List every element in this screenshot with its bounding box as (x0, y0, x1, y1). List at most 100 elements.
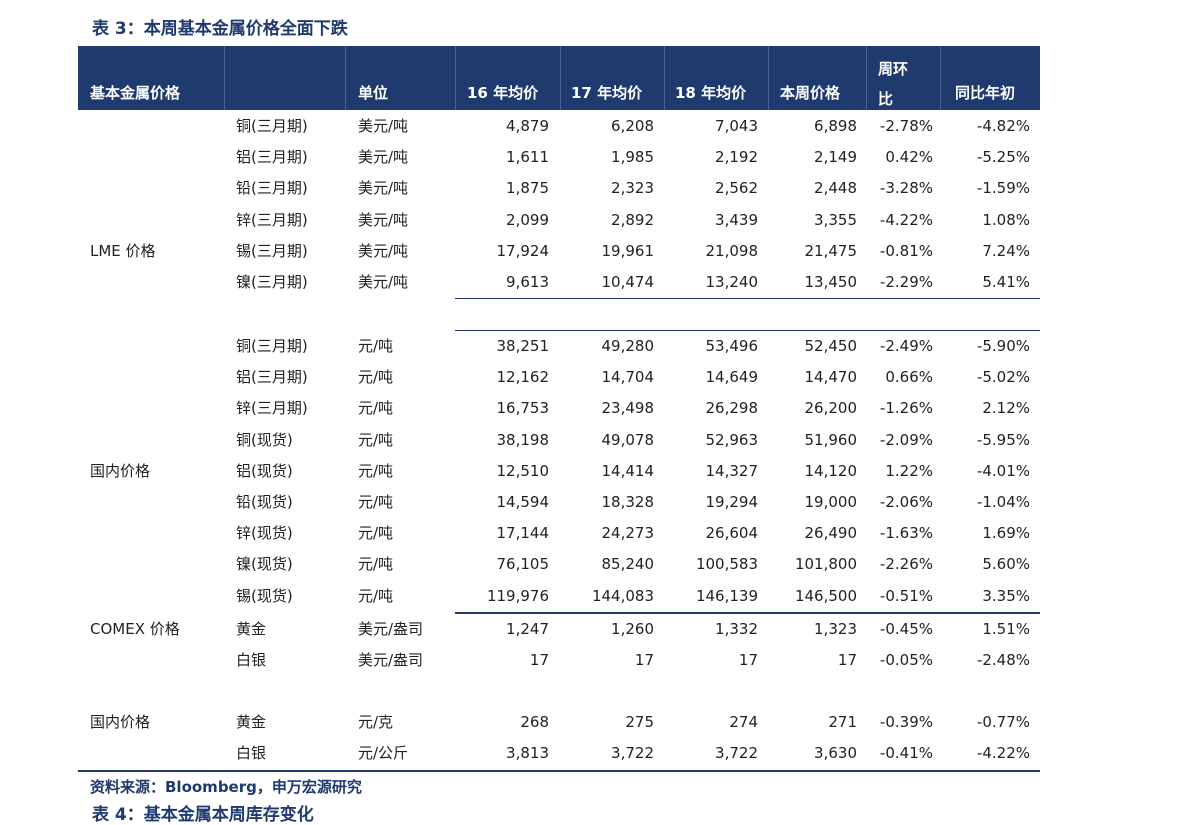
group-label: LME 价格 (90, 241, 156, 260)
metal-cell: 锌(现货) (236, 524, 293, 543)
value-cell: 1.51% (982, 620, 1030, 638)
metal-cell: 铝(现货) (236, 461, 293, 480)
table-title: 表 3：本周基本金属价格全面下跌 (92, 19, 348, 39)
metal-cell: 铅(三月期) (236, 179, 308, 198)
value-cell: -0.41% (879, 744, 933, 763)
value-cell: -5.25% (976, 148, 1030, 167)
value-cell: 146,139 (695, 586, 758, 605)
value-cell: 17 (738, 651, 758, 670)
unit-cell: 美元/吨 (358, 273, 409, 291)
unit-cell: 元/吨 (358, 493, 394, 511)
value-cell: 274 (729, 713, 758, 731)
unit-cell: 元/吨 (358, 337, 394, 355)
metal-cell: 锡(现货) (236, 586, 293, 605)
value-cell: 19,961 (601, 241, 655, 260)
value-cell: -0.45% (879, 620, 933, 638)
unit-cell: 美元/吨 (358, 210, 409, 229)
value-cell: 2,323 (611, 179, 654, 198)
value-cell: 2,448 (814, 179, 857, 198)
value-cell: 17 (634, 651, 654, 670)
value-cell: 14,594 (496, 493, 550, 511)
unit-cell: 元/吨 (358, 524, 394, 543)
unit-cell: 美元/吨 (358, 179, 409, 198)
value-cell: -0.39% (879, 713, 933, 731)
value-cell: 1,875 (506, 179, 549, 198)
metal-cell: 锌(三月期) (236, 399, 308, 418)
value-cell: 6,208 (611, 117, 654, 135)
value-cell: 2,562 (715, 179, 758, 198)
value-cell: -3.28% (879, 179, 933, 198)
unit-cell: 美元/盎司 (358, 651, 424, 670)
value-cell: 14,414 (601, 461, 655, 480)
value-cell: 1,247 (506, 620, 549, 638)
value-cell: 49,280 (601, 337, 655, 355)
value-cell: 85,240 (601, 555, 655, 574)
value-cell: -1.63% (879, 524, 933, 543)
value-cell: -1.04% (976, 493, 1030, 511)
value-cell: 6,898 (814, 117, 857, 135)
value-cell: 12,510 (496, 461, 550, 480)
metal-cell: 镍(现货) (236, 555, 293, 574)
value-cell: 1,611 (506, 148, 549, 167)
value-cell: 38,198 (496, 430, 550, 449)
unit-cell: 元/吨 (358, 430, 394, 449)
source-note: 资料来源：Bloomberg，申万宏源研究 (90, 778, 362, 796)
value-cell: 2,149 (814, 148, 857, 167)
value-cell: -4.22% (976, 744, 1030, 763)
header-divider (560, 46, 561, 110)
unit-cell: 美元/吨 (358, 148, 409, 167)
value-cell: 1.22% (885, 461, 933, 480)
value-cell: 3.35% (982, 586, 1030, 605)
value-cell: 2,892 (611, 210, 654, 229)
value-cell: 0.66% (885, 368, 933, 387)
value-cell: 53,496 (705, 337, 759, 355)
value-cell: 12,162 (496, 368, 550, 387)
value-cell: 2,192 (715, 148, 758, 167)
header-cell: 基本金属价格 (90, 84, 181, 102)
value-cell: 1,260 (611, 620, 654, 638)
header-cell: 18 年均价 (675, 84, 747, 102)
value-cell: 146,500 (794, 586, 857, 605)
value-cell: 1,985 (611, 148, 654, 167)
header-divider (455, 46, 456, 110)
header-divider (768, 46, 769, 110)
value-cell: 101,800 (794, 555, 857, 574)
header-divider (940, 46, 941, 110)
value-cell: -1.59% (976, 179, 1030, 198)
value-cell: 7,043 (715, 117, 758, 135)
rule (455, 330, 1040, 331)
unit-cell: 元/克 (358, 713, 394, 731)
metal-cell: 锌(三月期) (236, 210, 308, 229)
unit-cell: 元/吨 (358, 586, 394, 605)
header-divider (224, 46, 225, 110)
value-cell: 18,328 (601, 493, 655, 511)
value-cell: 0.42% (885, 148, 933, 167)
value-cell: 5.60% (982, 555, 1030, 574)
rule (455, 612, 1040, 614)
value-cell: 271 (828, 713, 857, 731)
metal-cell: 黄金 (236, 620, 267, 638)
unit-cell: 元/吨 (358, 555, 394, 574)
value-cell: 10,474 (601, 273, 655, 291)
value-cell: 14,327 (705, 461, 759, 480)
value-cell: -0.77% (976, 713, 1030, 731)
value-cell: 2.12% (982, 399, 1030, 418)
value-cell: 1,323 (814, 620, 857, 638)
rule (78, 770, 1040, 772)
metal-cell: 镍(三月期) (236, 273, 308, 291)
value-cell: 14,470 (804, 368, 858, 387)
table-header (78, 46, 1040, 110)
value-cell: 52,963 (705, 430, 759, 449)
value-cell: 100,583 (695, 555, 758, 574)
value-cell: -1.26% (879, 399, 933, 418)
value-cell: 23,498 (601, 399, 655, 418)
value-cell: -2.06% (879, 493, 933, 511)
value-cell: 21,475 (804, 241, 858, 260)
value-cell: 1,332 (715, 620, 758, 638)
value-cell: 9,613 (506, 273, 549, 291)
metal-cell: 铜(现货) (236, 430, 293, 449)
value-cell: 17,924 (496, 241, 550, 260)
value-cell: 1.08% (982, 210, 1030, 229)
metal-cell: 黄金 (236, 713, 267, 731)
header-cell: 本周价格 (780, 84, 841, 102)
